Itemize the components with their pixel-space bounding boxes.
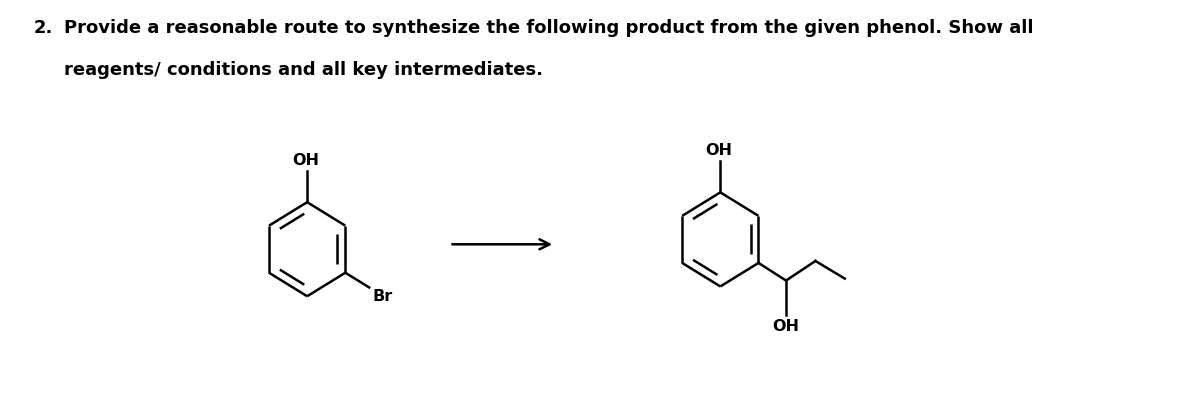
Text: OH: OH (704, 143, 732, 158)
Text: reagents/ conditions and all key intermediates.: reagents/ conditions and all key interme… (64, 61, 542, 79)
Text: OH: OH (773, 319, 799, 334)
Text: OH: OH (292, 153, 319, 168)
Text: 2.: 2. (34, 19, 53, 37)
Text: Br: Br (373, 289, 394, 304)
Text: Provide a reasonable route to synthesize the following product from the given ph: Provide a reasonable route to synthesize… (64, 19, 1033, 37)
